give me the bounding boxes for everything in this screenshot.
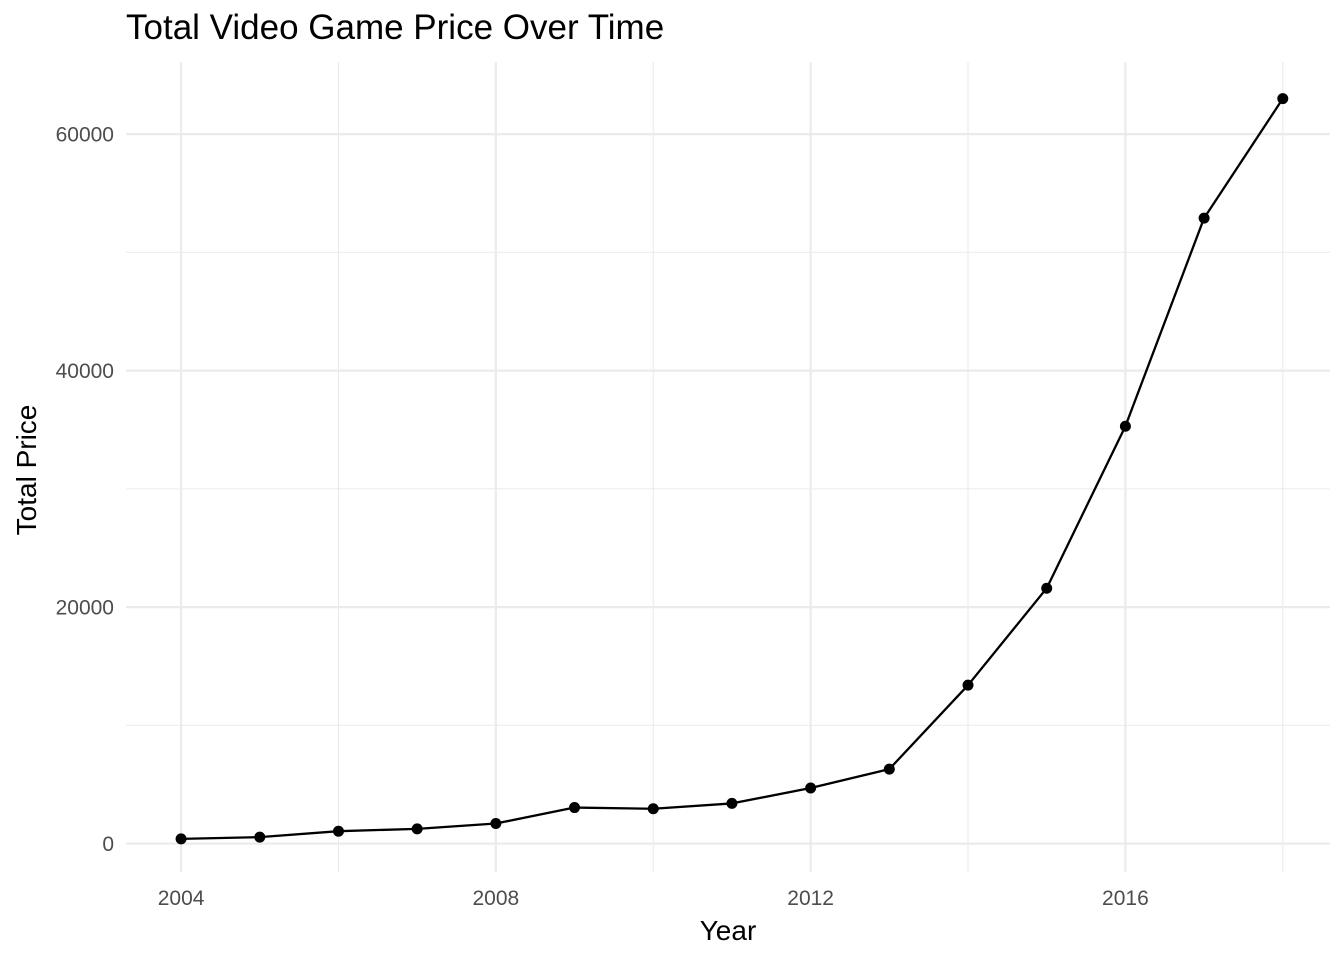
chart-title: Total Video Game Price Over Time [126,8,664,47]
y-tick-label: 40000 [56,360,114,383]
data-point [647,803,659,815]
y-tick-label: 60000 [56,124,114,147]
data-point [254,831,266,843]
data-point [962,679,974,691]
data-point [332,825,344,837]
grid-layer [126,62,1330,872]
data-point [1041,582,1053,594]
x-tick-label: 2016 [1102,887,1149,910]
x-tick-label: 2008 [472,887,519,910]
data-point [569,802,581,814]
data-point [411,823,423,835]
y-axis-title: Total Price [11,405,42,536]
data-point [805,782,817,794]
x-tick-label: 2012 [787,887,834,910]
x-tick-label: 2004 [158,887,205,910]
data-point [883,763,895,775]
data-point [490,818,502,830]
series-layer [175,93,1289,845]
tick-label-layer: 2004 2008 2012 2016 0 20000 40000 60000 [56,124,1149,910]
data-point [726,797,738,809]
x-axis-title: Year [700,915,757,946]
data-point [175,833,187,845]
data-point [1277,93,1289,105]
data-point [1119,420,1131,432]
y-tick-label: 0 [102,833,114,856]
y-tick-label: 20000 [56,597,114,620]
data-point [1198,212,1210,224]
